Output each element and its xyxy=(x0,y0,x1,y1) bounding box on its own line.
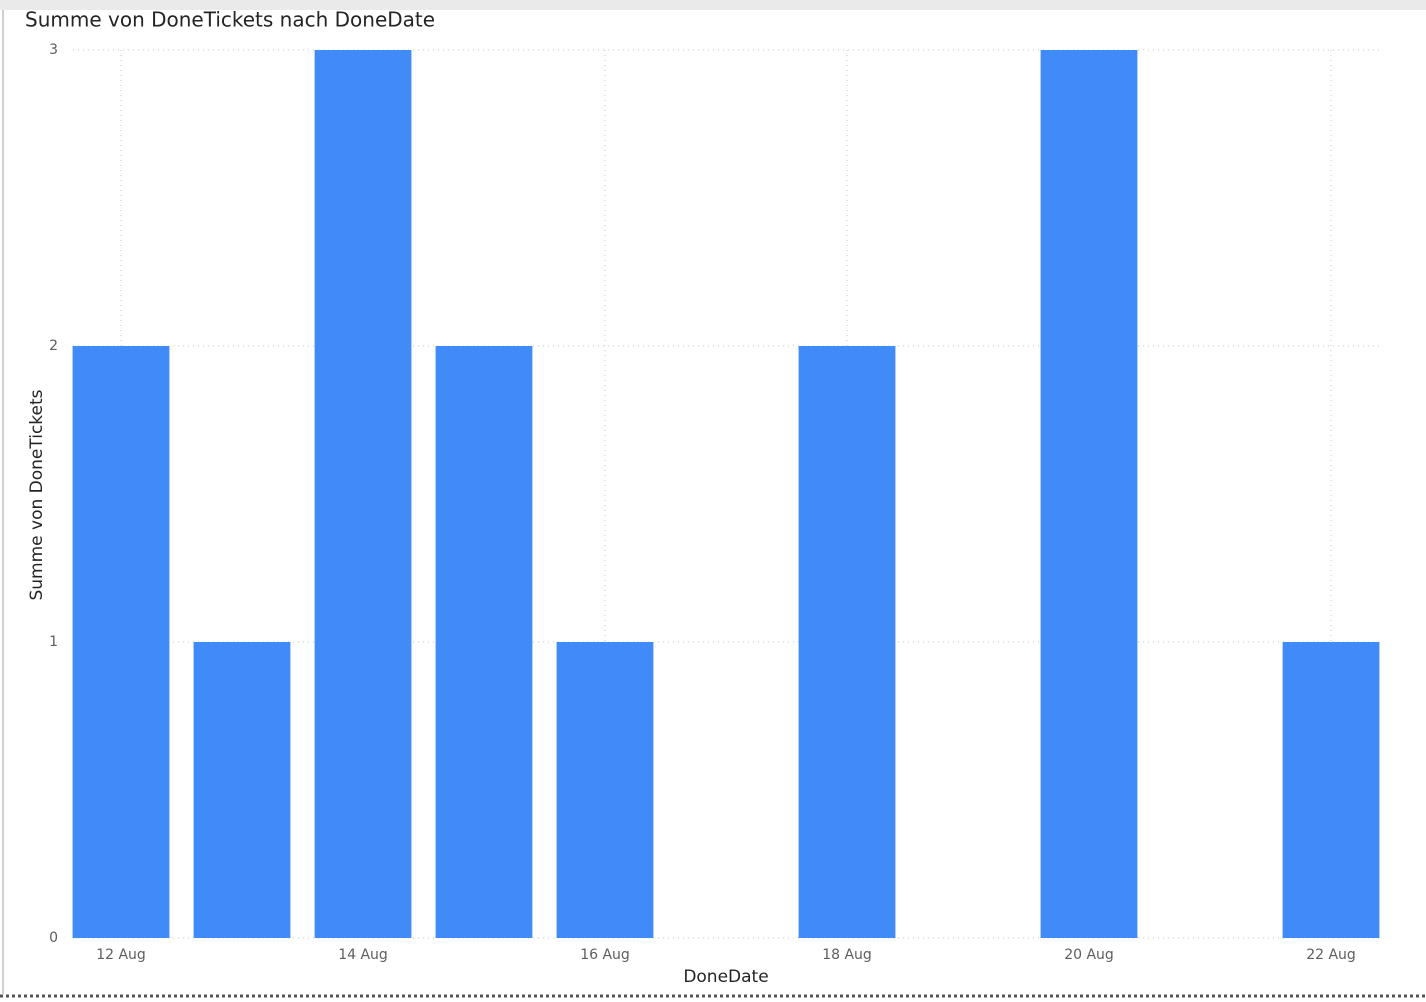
chart-title: Summe von DoneTickets nach DoneDate xyxy=(25,8,435,32)
bar xyxy=(193,642,291,938)
x-tick-label: 18 Aug xyxy=(822,947,872,963)
x-tick-label: 14 Aug xyxy=(338,947,388,963)
bar xyxy=(72,346,170,938)
y-tick-label: 1 xyxy=(49,634,58,650)
x-tick-label: 12 Aug xyxy=(96,947,146,963)
bar xyxy=(314,50,412,938)
bar xyxy=(435,346,533,938)
bar xyxy=(1040,50,1138,938)
bar xyxy=(798,346,896,938)
x-tick-label: 22 Aug xyxy=(1306,947,1356,963)
x-axis-title: DoneDate xyxy=(683,967,768,987)
y-tick-label: 3 xyxy=(49,42,58,58)
bar xyxy=(1282,642,1380,938)
y-tick-label: 0 xyxy=(49,930,58,946)
x-tick-label: 16 Aug xyxy=(580,947,630,963)
y-axis-title: Summe von DoneTickets xyxy=(27,389,47,600)
x-tick-label: 20 Aug xyxy=(1064,947,1114,963)
y-tick-label: 2 xyxy=(49,338,58,354)
bar xyxy=(556,642,654,938)
top-bar xyxy=(0,0,1426,10)
